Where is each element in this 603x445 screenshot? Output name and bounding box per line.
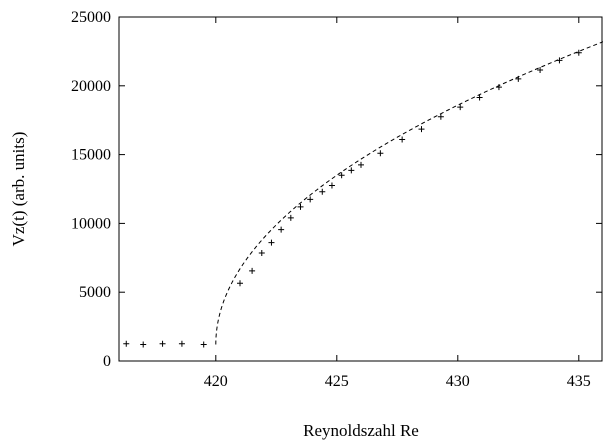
data-point [328, 182, 335, 189]
x-tick-label: 435 [567, 373, 591, 390]
data-point [287, 214, 294, 221]
data-point [237, 280, 243, 287]
data-point [140, 341, 147, 348]
x-tick-label: 425 [325, 373, 349, 390]
data-point [278, 226, 285, 233]
y-tick-label: 15000 [71, 147, 111, 164]
data-point [348, 167, 355, 174]
tick-labels: 0 5000 10000 15000 20000 25000 420 425 430 435 [71, 9, 591, 390]
data-point [476, 94, 483, 101]
axis-ticks [119, 16, 602, 362]
y-tick-label: 10000 [71, 215, 111, 232]
data-point [537, 66, 544, 73]
data-point [307, 196, 314, 203]
data-point [358, 161, 364, 168]
x-tick-label: 430 [446, 373, 470, 390]
x-tick-label: 420 [204, 373, 228, 390]
data-point [268, 239, 275, 246]
data-point [249, 267, 256, 274]
data-point [556, 57, 563, 64]
data-point [495, 84, 502, 91]
data-point [515, 75, 522, 82]
y-axis-label: Vz(t) (arb. units) [9, 132, 28, 247]
data-point [338, 172, 345, 179]
data-point [377, 150, 384, 157]
data-point [418, 126, 425, 133]
y-tick-label: 25000 [71, 9, 111, 26]
y-tick-label: 5000 [79, 284, 111, 301]
data-point [178, 340, 185, 347]
data-point [399, 136, 406, 143]
data-point [123, 340, 130, 347]
data-point [159, 340, 166, 347]
y-tick-label: 0 [103, 353, 111, 370]
data-point [437, 113, 444, 120]
data-point [297, 203, 304, 210]
fit-curve [215, 41, 603, 345]
data-points [123, 49, 582, 348]
data-point [200, 341, 207, 348]
plot-frame [118, 16, 603, 362]
data-point [258, 249, 265, 256]
data-point [457, 104, 464, 111]
data-point [319, 188, 326, 195]
y-tick-label: 20000 [71, 78, 111, 95]
x-axis-label: Reynoldszahl Re [303, 421, 419, 440]
data-point [575, 49, 582, 56]
